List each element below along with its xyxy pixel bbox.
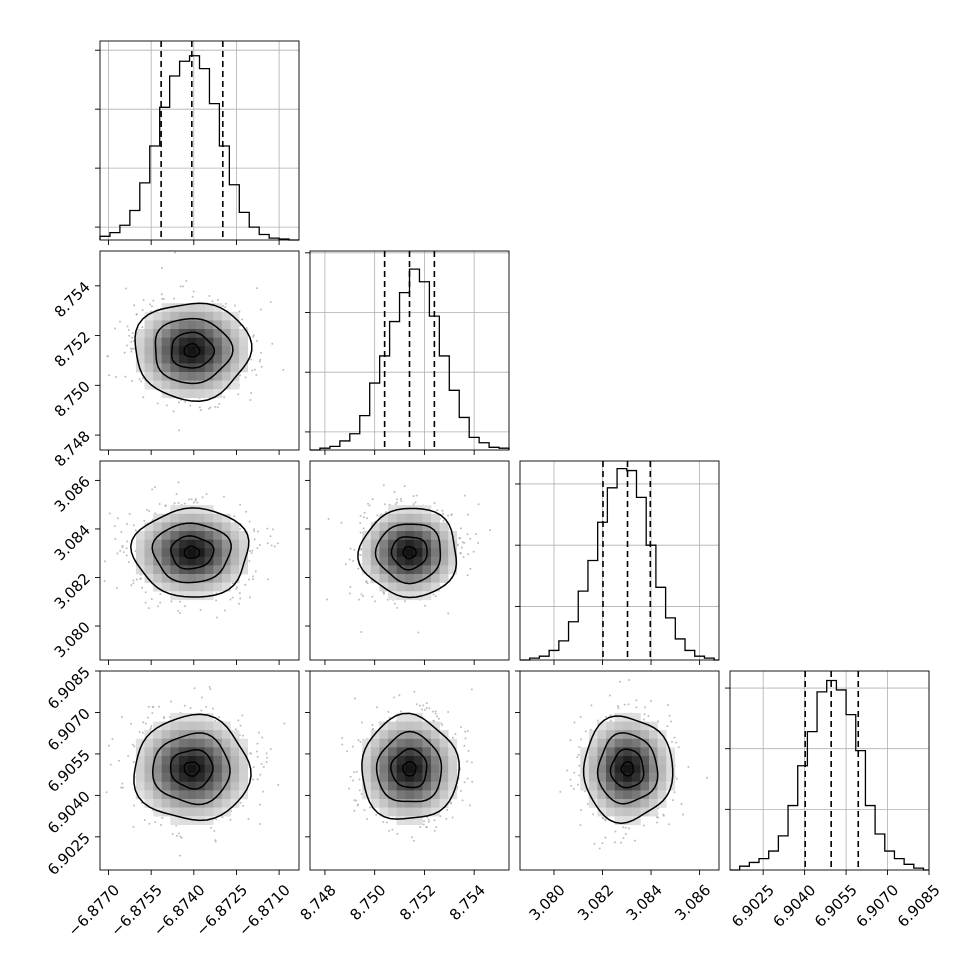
ytick-label-2-1: 3.082 [51, 570, 94, 613]
ytick-label-3-3: 6.9070 [44, 705, 94, 755]
contour-3-3 [133, 713, 252, 822]
xtick-label-2-2: 3.084 [623, 881, 666, 924]
hist-panel-frame-3 [729, 670, 930, 871]
hist-panel-frame-2 [519, 460, 720, 661]
contour-2-2 [374, 523, 442, 585]
ytick-label-3-0: 6.9025 [44, 829, 94, 879]
scatter-panel-frame-0 [99, 250, 300, 451]
contour-3-1 [169, 749, 214, 790]
histogram-2 [520, 468, 719, 661]
ytick-label-3-4: 6.9085 [44, 663, 94, 713]
scatter-panel-frame-3 [99, 670, 300, 871]
contour-4-0 [401, 761, 417, 777]
contour-1-3 [130, 507, 250, 598]
xtick-label-1-2: 8.752 [396, 881, 439, 924]
contour-0-2 [154, 317, 234, 385]
xtick-label-1-0: 8.748 [297, 881, 340, 924]
contour-4-3 [361, 712, 460, 820]
xtick-label-1-3: 8.754 [446, 881, 489, 924]
contour-5-0 [620, 761, 634, 777]
hist-panel-bg-3 [730, 671, 929, 870]
ytick-label-1-2: 8.752 [51, 328, 94, 371]
contour-3-0 [183, 761, 201, 777]
contour-5-1 [609, 748, 645, 789]
ytick-label-1-1: 8.750 [51, 377, 94, 420]
contour-0-0 [183, 342, 201, 358]
scatter-panel-frame-4 [309, 670, 510, 871]
contour-0-3 [134, 302, 253, 403]
contour-1-2 [151, 522, 232, 584]
contour-2-3 [357, 507, 458, 599]
ytick-label-1-0: 8.748 [51, 427, 94, 470]
hist-panel-frame-0 [99, 40, 300, 241]
xtick-label-3-2: 6.9055 [811, 881, 861, 931]
contour-0-1 [170, 331, 216, 369]
xtick-label-2-0: 3.080 [526, 881, 569, 924]
ytick-label-2-0: 3.080 [51, 618, 94, 661]
histogram-1 [310, 268, 510, 451]
density-map-5 [580, 712, 676, 826]
histogram-0 [99, 55, 299, 241]
xtick-label-1-1: 8.750 [346, 881, 389, 924]
ytick-label-2-3: 3.086 [51, 473, 94, 516]
contour-2-1 [390, 536, 428, 571]
contour-1-1 [170, 535, 215, 570]
xtick-label-3-3: 6.9070 [852, 881, 902, 931]
hist-panel-frame-1 [309, 250, 510, 451]
contour-4-1 [390, 748, 428, 789]
scatter-panel-frame-2 [309, 460, 510, 661]
xtick-label-3-4: 6.9085 [894, 881, 944, 931]
ytick-label-3-1: 6.9040 [44, 787, 94, 837]
histogram-3 [730, 679, 929, 871]
contour-2-0 [402, 545, 417, 560]
contour-5-3 [582, 715, 674, 825]
scatter-panel-frame-5 [519, 670, 720, 871]
xtick-label-2-3: 3.086 [671, 881, 714, 924]
contour-4-2 [375, 730, 443, 803]
xtick-label-2-1: 3.082 [574, 881, 617, 924]
ytick-label-1-3: 8.754 [51, 278, 94, 321]
xtick-label-3-1: 6.9040 [770, 881, 820, 931]
xtick-label-3-0: 6.9025 [728, 881, 778, 931]
contour-3-2 [151, 732, 231, 806]
ytick-label-3-2: 6.9055 [44, 746, 94, 796]
ytick-label-2-2: 3.084 [51, 521, 94, 564]
density-map-1 [135, 505, 249, 601]
hist-panel-bg-2 [520, 461, 719, 660]
contour-5-2 [596, 732, 659, 805]
hist-panel-bg-0 [100, 41, 299, 240]
contour-1-0 [183, 545, 201, 560]
scatter-panel-frame-1 [99, 460, 300, 661]
